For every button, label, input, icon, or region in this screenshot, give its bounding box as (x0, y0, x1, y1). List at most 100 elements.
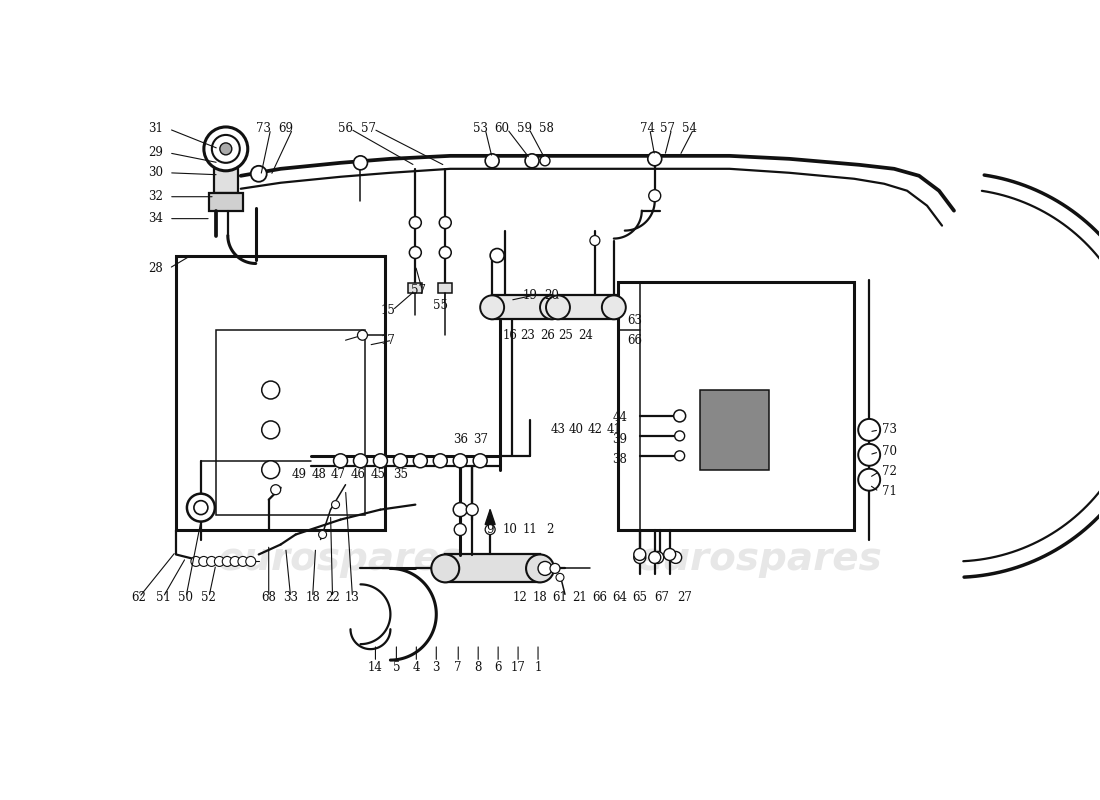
Circle shape (674, 451, 684, 461)
Circle shape (634, 551, 646, 563)
Text: 18: 18 (532, 591, 548, 604)
Text: 36: 36 (453, 434, 468, 446)
Text: 41: 41 (606, 423, 621, 436)
Circle shape (485, 525, 495, 534)
Bar (618, 282, 855, 530)
Circle shape (673, 410, 685, 422)
Bar (700, 390, 769, 470)
Text: 54: 54 (682, 122, 697, 135)
Text: 2: 2 (547, 523, 553, 536)
Circle shape (454, 523, 466, 535)
Circle shape (540, 156, 550, 166)
Circle shape (333, 454, 348, 468)
Text: 50: 50 (178, 591, 194, 604)
Text: 74: 74 (640, 122, 656, 135)
Circle shape (204, 127, 248, 170)
Text: 40: 40 (569, 423, 583, 436)
Circle shape (526, 554, 554, 582)
Text: 66: 66 (627, 334, 642, 346)
Circle shape (207, 557, 217, 566)
Circle shape (481, 295, 504, 319)
Circle shape (491, 249, 504, 262)
Circle shape (648, 152, 662, 166)
Circle shape (245, 557, 255, 566)
Circle shape (556, 574, 564, 582)
Text: 31: 31 (148, 122, 164, 135)
Text: 7: 7 (454, 661, 462, 674)
Text: 62: 62 (132, 591, 146, 604)
Text: eurospares: eurospares (637, 541, 882, 578)
Circle shape (230, 557, 240, 566)
Text: 38: 38 (613, 454, 627, 466)
Text: 16: 16 (503, 329, 517, 342)
Text: 46: 46 (351, 468, 366, 482)
Bar (408, 283, 422, 294)
Bar (492, 295, 552, 319)
Circle shape (262, 421, 279, 439)
Text: 6: 6 (494, 661, 502, 674)
Text: 73: 73 (256, 122, 272, 135)
Bar (216, 330, 365, 514)
Circle shape (409, 246, 421, 258)
Circle shape (649, 551, 661, 563)
Circle shape (550, 563, 560, 574)
Text: 30: 30 (148, 166, 164, 179)
Circle shape (222, 557, 232, 566)
Text: 37: 37 (473, 434, 487, 446)
Circle shape (473, 454, 487, 468)
Text: 71: 71 (882, 485, 896, 498)
Text: 66: 66 (593, 591, 607, 604)
Text: 60: 60 (495, 122, 509, 135)
Bar (558, 295, 616, 319)
Circle shape (394, 454, 407, 468)
Text: 42: 42 (587, 423, 603, 436)
Circle shape (353, 454, 367, 468)
Circle shape (651, 551, 663, 563)
Text: 10: 10 (503, 523, 517, 536)
Circle shape (194, 501, 208, 514)
Text: 29: 29 (148, 146, 164, 159)
Circle shape (674, 431, 684, 441)
Circle shape (433, 454, 448, 468)
Circle shape (858, 469, 880, 490)
Circle shape (331, 501, 340, 509)
Text: 12: 12 (513, 591, 528, 604)
Text: 44: 44 (613, 411, 627, 425)
Text: 25: 25 (559, 329, 573, 342)
Text: 17: 17 (381, 334, 396, 346)
Text: 18: 18 (305, 591, 320, 604)
Text: 55: 55 (432, 299, 448, 312)
Text: 24: 24 (579, 329, 593, 342)
Text: 47: 47 (331, 468, 346, 482)
Circle shape (439, 217, 451, 229)
Text: 57: 57 (410, 284, 426, 297)
Text: 64: 64 (613, 591, 627, 604)
Text: 48: 48 (311, 468, 326, 482)
Text: 70: 70 (881, 446, 896, 458)
Text: 65: 65 (632, 591, 647, 604)
Text: 45: 45 (371, 468, 386, 482)
Circle shape (358, 330, 367, 340)
Text: 68: 68 (262, 591, 276, 604)
Text: 9: 9 (486, 523, 494, 536)
Text: 20: 20 (544, 289, 560, 302)
Circle shape (525, 154, 539, 168)
Text: 14: 14 (368, 661, 383, 674)
Circle shape (485, 154, 499, 168)
Text: 61: 61 (552, 591, 568, 604)
Text: 8: 8 (474, 661, 482, 674)
Text: 57: 57 (361, 122, 376, 135)
Circle shape (538, 562, 552, 575)
Text: 1: 1 (535, 661, 541, 674)
Text: 28: 28 (148, 262, 164, 275)
Bar (438, 283, 452, 294)
Text: 17: 17 (510, 661, 526, 674)
Text: 32: 32 (148, 190, 164, 203)
Text: 26: 26 (540, 329, 556, 342)
Text: 73: 73 (881, 423, 896, 436)
Text: 52: 52 (201, 591, 217, 604)
Text: 63: 63 (627, 314, 642, 326)
Text: 4: 4 (412, 661, 420, 674)
Text: 13: 13 (345, 591, 360, 604)
Circle shape (634, 549, 646, 561)
